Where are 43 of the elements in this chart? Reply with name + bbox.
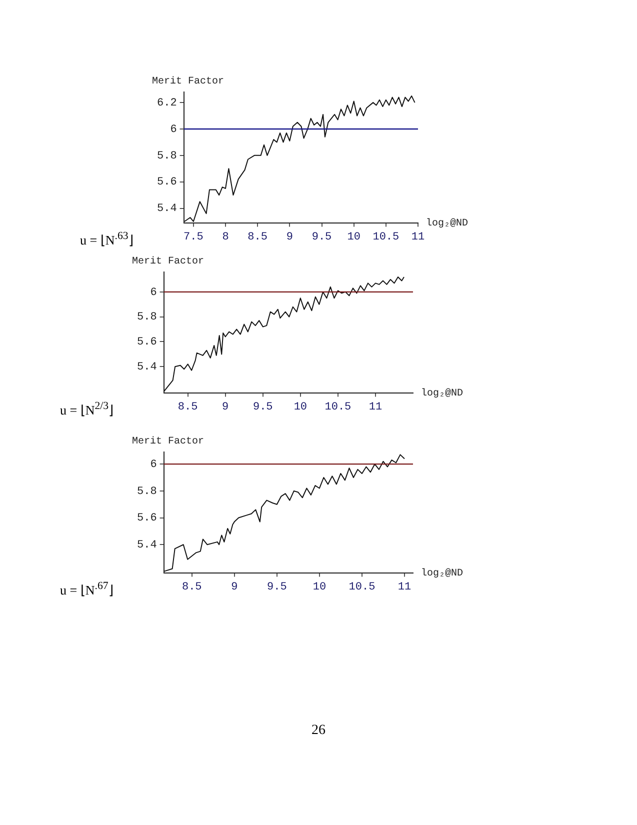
x-tick-label: 9 [286, 231, 293, 244]
x-tick-label: 8.5 [182, 581, 202, 594]
y-tick-label: 6 [170, 124, 177, 136]
x-axis-title: log₂@ND [421, 567, 464, 580]
y-tick-label: 5.4 [156, 203, 178, 216]
y-tick-label: 5.8 [136, 312, 157, 324]
x-tick-label: 7.5 [184, 231, 204, 244]
y-tick-label: 5.8 [156, 150, 177, 162]
x-tick-label: 9 [222, 401, 229, 414]
y-tick-label: 5.6 [136, 336, 157, 349]
x-tick-label: 8.5 [248, 231, 268, 244]
x-tick-label: 9.5 [312, 231, 332, 244]
y-tick-label: 5.4 [136, 540, 158, 552]
x-tick-label: 10.5 [372, 231, 400, 244]
y-tick-label: 6.2 [156, 97, 177, 110]
x-tick-label: 9.5 [252, 401, 273, 414]
x-tick-label: 10.5 [348, 581, 376, 594]
text: u = ⌊N$^{.67}$⌋ [60, 580, 114, 598]
y-axis-title: Merit Factor [132, 256, 204, 268]
y-tick-label: 5.6 [156, 176, 177, 189]
text: 26 [310, 723, 326, 739]
x-tick-label: 8 [222, 231, 229, 244]
x-tick-label: 11 [411, 231, 425, 244]
x-tick-label: 10 [312, 581, 326, 594]
x-axis-title: log₂@ND [421, 387, 464, 400]
y-tick-label: 6 [150, 458, 157, 471]
x-tick-label: 10 [294, 401, 308, 414]
y-tick-label: 5.4 [136, 362, 158, 374]
x-tick-label: 11 [398, 581, 412, 594]
x-tick-label: 8.5 [178, 401, 198, 414]
y-axis-title: Merit Factor [132, 436, 204, 448]
y-tick-label: 6 [150, 286, 157, 299]
x-tick-label: 9.5 [267, 581, 287, 594]
text: u = ⌊N$^{.63}$⌋ [80, 230, 134, 248]
x-tick-label: 10 [347, 231, 360, 244]
x-tick-label: 9 [231, 581, 238, 594]
text: u = ⌊N$^{2/3}$⌋ [60, 400, 114, 418]
x-tick-label: 11 [368, 401, 382, 414]
x-tick-label: 10.5 [324, 401, 352, 414]
x-axis-title: log₂@ND [426, 217, 468, 230]
y-tick-label: 5.8 [136, 486, 157, 498]
y-tick-label: 5.6 [136, 512, 157, 525]
y-axis-title: Merit Factor [152, 76, 224, 88]
